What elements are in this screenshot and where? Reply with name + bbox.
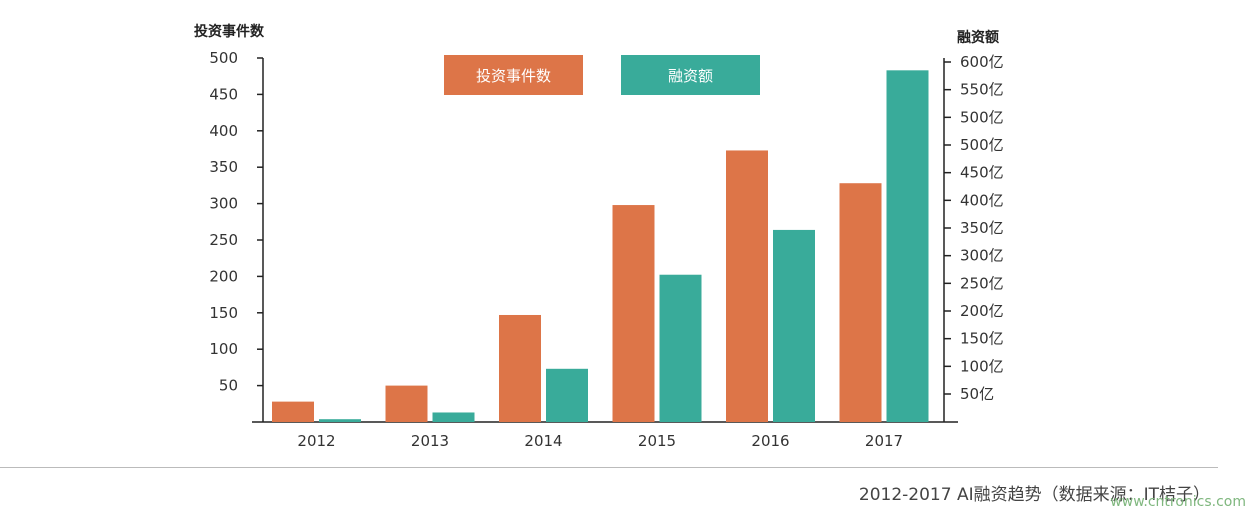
- x-tick-label: 2015: [638, 432, 676, 450]
- bar-amount-2015: [659, 274, 702, 422]
- right-tick-label: 50亿: [960, 385, 994, 403]
- bar-events-2012: [272, 401, 314, 422]
- legend-label-events: 投资事件数: [475, 66, 551, 85]
- bar-events-2017: [839, 183, 882, 422]
- right-tick-label: 300亿: [960, 247, 1004, 265]
- bar-amount-2013: [432, 412, 475, 422]
- bar-amount-2012: [319, 419, 361, 422]
- bar-events-2016: [726, 150, 768, 422]
- right-axis-title: 融资额: [957, 29, 999, 46]
- right-tick-label: 150亿: [960, 330, 1004, 348]
- bar-events-2013: [385, 385, 428, 422]
- legend-item-amount: 融资额: [621, 55, 760, 95]
- right-tick-label: 450亿: [960, 164, 1004, 182]
- right-tick-label: 350亿: [960, 219, 1004, 237]
- left-tick-label: 100: [209, 340, 238, 358]
- bar-amount-2016: [773, 229, 815, 422]
- bar-events-2014: [499, 314, 541, 422]
- right-tick-label: 200亿: [960, 302, 1004, 320]
- right-tick-label: 500亿: [960, 108, 1004, 126]
- right-tick-label: 250亿: [960, 274, 1004, 292]
- right-tick-label: 100亿: [960, 357, 1004, 375]
- right-tick-label: 550亿: [960, 81, 1004, 99]
- x-tick-label: 2016: [751, 432, 789, 450]
- watermark-text: www.cntronics.com: [1110, 494, 1246, 510]
- legend-label-amount: 融资额: [667, 66, 713, 85]
- legend-item-events: 投资事件数: [444, 55, 583, 95]
- x-tick-label: 2017: [865, 432, 903, 450]
- left-tick-label: 250: [209, 231, 238, 249]
- left-tick-label: 500: [209, 49, 238, 67]
- x-tick-label: 2013: [411, 432, 449, 450]
- left-tick-label: 300: [209, 195, 238, 213]
- left-tick-label: 400: [209, 122, 238, 140]
- left-tick-label: 50: [219, 377, 238, 395]
- left-tick-label: 450: [209, 85, 238, 103]
- left-tick-label: 150: [209, 304, 238, 322]
- left-tick-label: 200: [209, 267, 238, 285]
- bar-amount-2014: [546, 368, 588, 422]
- chart-caption: 2012-2017 AI融资趋势（数据来源：IT桔子）: [858, 485, 1210, 505]
- x-tick-label: 2014: [524, 432, 562, 450]
- x-tick-label: 2012: [297, 432, 335, 450]
- right-tick-label: 500亿: [960, 136, 1004, 154]
- left-axis-title: 投资事件数: [194, 23, 265, 40]
- watermark-link[interactable]: www.cntronics.com: [1110, 494, 1246, 510]
- right-tick-label: 400亿: [960, 191, 1004, 209]
- bar-events-2015: [612, 205, 655, 422]
- footer-divider: [0, 467, 1218, 468]
- left-tick-label: 350: [209, 158, 238, 176]
- right-tick-label: 600亿: [960, 53, 1004, 71]
- bar-amount-2017: [886, 70, 929, 422]
